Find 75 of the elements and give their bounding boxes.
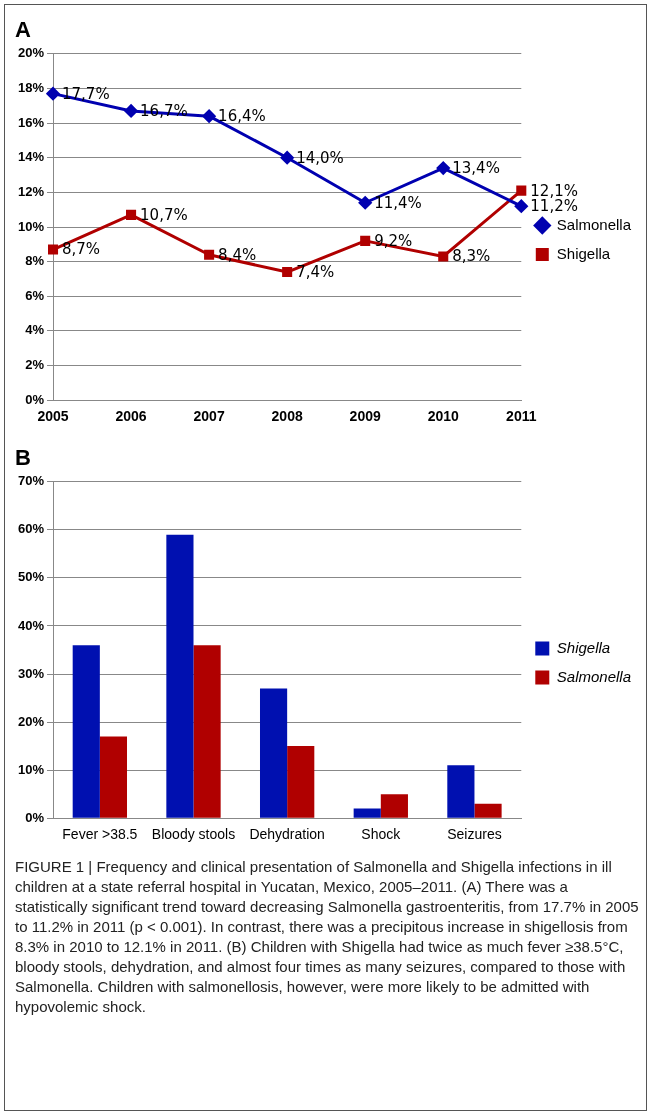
data-label: 8,4% bbox=[218, 245, 257, 264]
bar bbox=[474, 803, 502, 818]
data-label: 11,4% bbox=[374, 193, 422, 212]
point bbox=[436, 161, 450, 175]
point bbox=[516, 185, 527, 196]
bar bbox=[166, 534, 194, 818]
point bbox=[358, 196, 372, 210]
data-label: 13,4% bbox=[452, 159, 500, 177]
x-tick-label: Bloody stools bbox=[151, 826, 236, 843]
y-tick-label: 6% bbox=[25, 287, 45, 303]
data-label: 9,2% bbox=[374, 231, 413, 250]
x-tick-label: 2009 bbox=[349, 408, 381, 425]
y-tick-label: 18% bbox=[17, 80, 45, 96]
y-tick-label: 16% bbox=[17, 114, 45, 130]
data-label: 17,7% bbox=[62, 84, 110, 103]
y-tick-label: 0% bbox=[25, 809, 45, 825]
legend-label: Salmonella bbox=[556, 215, 632, 233]
bar bbox=[193, 645, 221, 818]
y-tick-label: 60% bbox=[17, 521, 45, 537]
point bbox=[46, 87, 60, 101]
y-tick-label: 40% bbox=[17, 617, 45, 633]
x-tick-label: Fever >38.5 bbox=[62, 826, 138, 843]
point bbox=[47, 244, 59, 255]
x-tick-label: 2010 bbox=[427, 408, 460, 425]
bar bbox=[72, 645, 100, 818]
point bbox=[124, 104, 138, 118]
x-tick-label: Shock bbox=[361, 826, 402, 843]
y-tick-label: 4% bbox=[25, 322, 45, 338]
y-tick-label: 2% bbox=[25, 357, 45, 373]
bar bbox=[447, 765, 475, 818]
data-label: 8,7% bbox=[62, 240, 101, 259]
x-tick-label: 2005 bbox=[37, 408, 69, 425]
bar bbox=[99, 736, 128, 818]
point bbox=[514, 199, 528, 213]
x-tick-label: Seizures bbox=[447, 826, 502, 843]
data-label: 12,1% bbox=[530, 181, 578, 200]
point bbox=[438, 251, 449, 262]
y-tick-label: 20% bbox=[17, 45, 45, 61]
bar bbox=[353, 808, 381, 818]
x-tick-label: 2011 bbox=[506, 408, 537, 425]
y-tick-label: 10% bbox=[17, 218, 45, 234]
point bbox=[360, 235, 371, 246]
legend-label: Shigella bbox=[556, 244, 611, 262]
x-tick-label: Dehydration bbox=[249, 826, 325, 843]
point bbox=[202, 109, 216, 123]
chart-title: A bbox=[15, 17, 32, 43]
y-tick-label: 8% bbox=[25, 253, 45, 269]
y-tick-label: 14% bbox=[17, 149, 45, 165]
point bbox=[126, 209, 137, 220]
y-tick-label: 10% bbox=[17, 761, 45, 777]
x-tick-label: 2008 bbox=[271, 408, 303, 425]
y-tick-label: 30% bbox=[17, 665, 45, 681]
data-label: 8,3% bbox=[452, 247, 491, 266]
legend-label: Shigella bbox=[556, 638, 611, 656]
data-label: 10,7% bbox=[140, 205, 188, 224]
data-label: 16,4% bbox=[218, 107, 266, 126]
bar bbox=[260, 688, 288, 818]
x-tick-label: 2006 bbox=[115, 408, 147, 425]
bar bbox=[380, 794, 408, 818]
point bbox=[204, 249, 215, 260]
data-label: 11,2% bbox=[530, 197, 578, 216]
data-label: 14,0% bbox=[296, 148, 344, 167]
y-tick-label: 0% bbox=[25, 391, 45, 407]
y-tick-label: 70% bbox=[17, 473, 45, 489]
legend-label: Salmonella bbox=[556, 667, 632, 685]
point bbox=[280, 151, 294, 165]
y-tick-label: 12% bbox=[17, 183, 45, 199]
caption: FIGURE 1 | Frequency and clinical presentation of Salmonella and Shigella infections in ill children at a state referral hospital in Yucatan, Mexico, 2005–2011. (A) There was a statistically significant trend toward decreasing Salmonella gastroenteritis, from 17.7% in 2005 to 11.2% in 2011 (p < 0.001). In contrast, there was a precipitous increase in shigellosis from 8.3% in 2010 to 12.1% in 2011. (B) Children with Shigella had twice as much fever ≥38.5°C, bloody stools, dehydration, and almost four times as many seizures, compared to those with Salmonella. Children with salmonellosis, however, were more likely to be admitted with hypovolemic shock. bbox=[15, 857, 640, 1017]
data-label: 7,4% bbox=[296, 262, 335, 281]
bar bbox=[287, 746, 315, 818]
point bbox=[282, 267, 293, 278]
x-tick-label: 2007 bbox=[193, 408, 225, 425]
y-tick-label: 20% bbox=[17, 713, 45, 729]
chart-title: B bbox=[15, 445, 32, 471]
y-tick-label: 50% bbox=[17, 569, 45, 585]
